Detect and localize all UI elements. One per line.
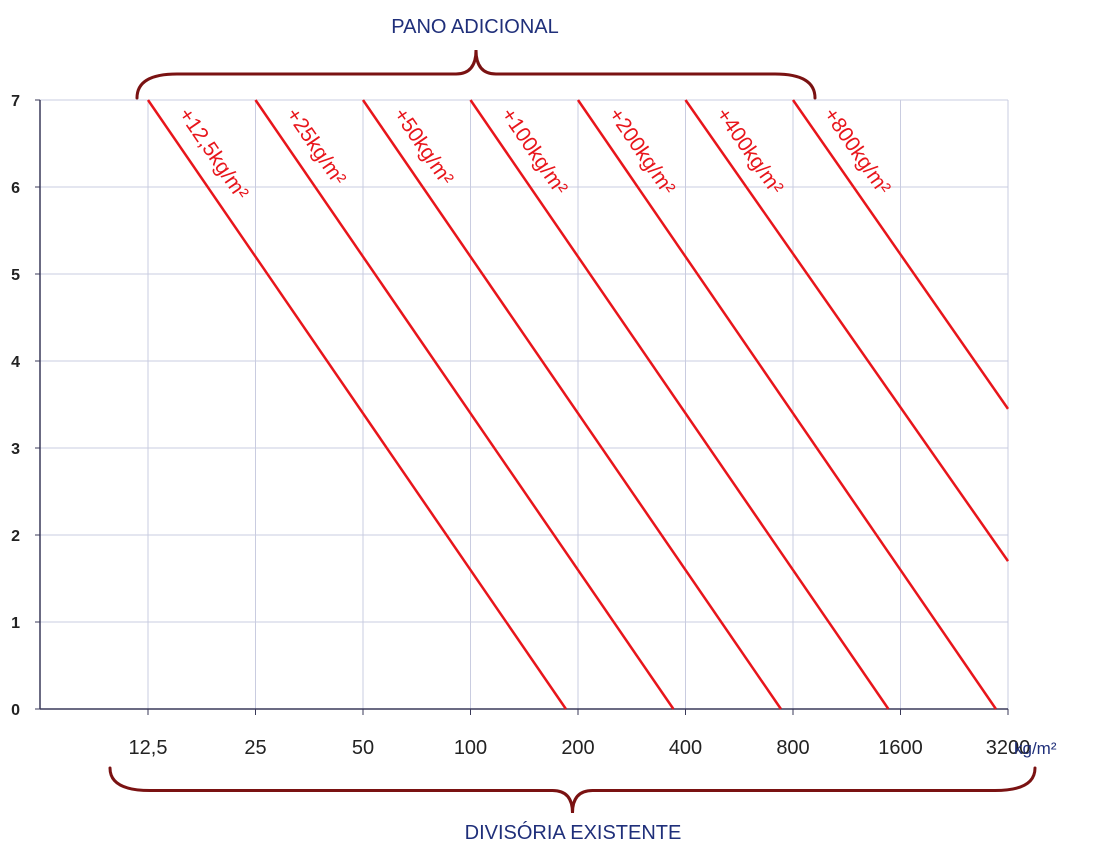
series-line [363, 100, 781, 709]
x-tick-label: 200 [561, 737, 594, 759]
series-label: +800kg/m² [819, 104, 895, 199]
series-line [578, 100, 996, 709]
x-tick-label: 400 [669, 737, 702, 759]
y-tick-label: 4 [11, 354, 20, 371]
braces [110, 50, 1035, 813]
x-unit-label: kg/m² [1014, 739, 1057, 758]
x-tick-label: 800 [776, 737, 809, 759]
series-label: +200kg/m² [604, 104, 679, 199]
x-tick-label: 25 [244, 737, 266, 759]
bottom-brace [110, 768, 1035, 813]
series-line [256, 100, 674, 709]
y-tick-label: 0 [11, 702, 20, 719]
y-tick-label: 7 [11, 93, 20, 110]
series-label: +50kg/m² [389, 104, 458, 190]
series-label: +25kg/m² [281, 104, 350, 190]
x-tick-label: 50 [352, 737, 374, 759]
x-tick-label: 12,5 [129, 737, 168, 759]
y-tick-label: 1 [11, 615, 20, 632]
series-line [148, 100, 566, 709]
series-label: +100kg/m² [496, 104, 571, 199]
y-tick-label: 3 [11, 441, 20, 458]
x-tick-label: 100 [454, 737, 487, 759]
series-line [471, 100, 889, 709]
x-tick-label: 1600 [878, 737, 923, 759]
grid [40, 100, 1008, 709]
y-tick-label: 6 [11, 180, 20, 197]
y-tick-label: 5 [11, 267, 20, 284]
top-brace [137, 50, 815, 98]
axes [35, 100, 1008, 715]
y-tick-label: 2 [11, 528, 20, 545]
